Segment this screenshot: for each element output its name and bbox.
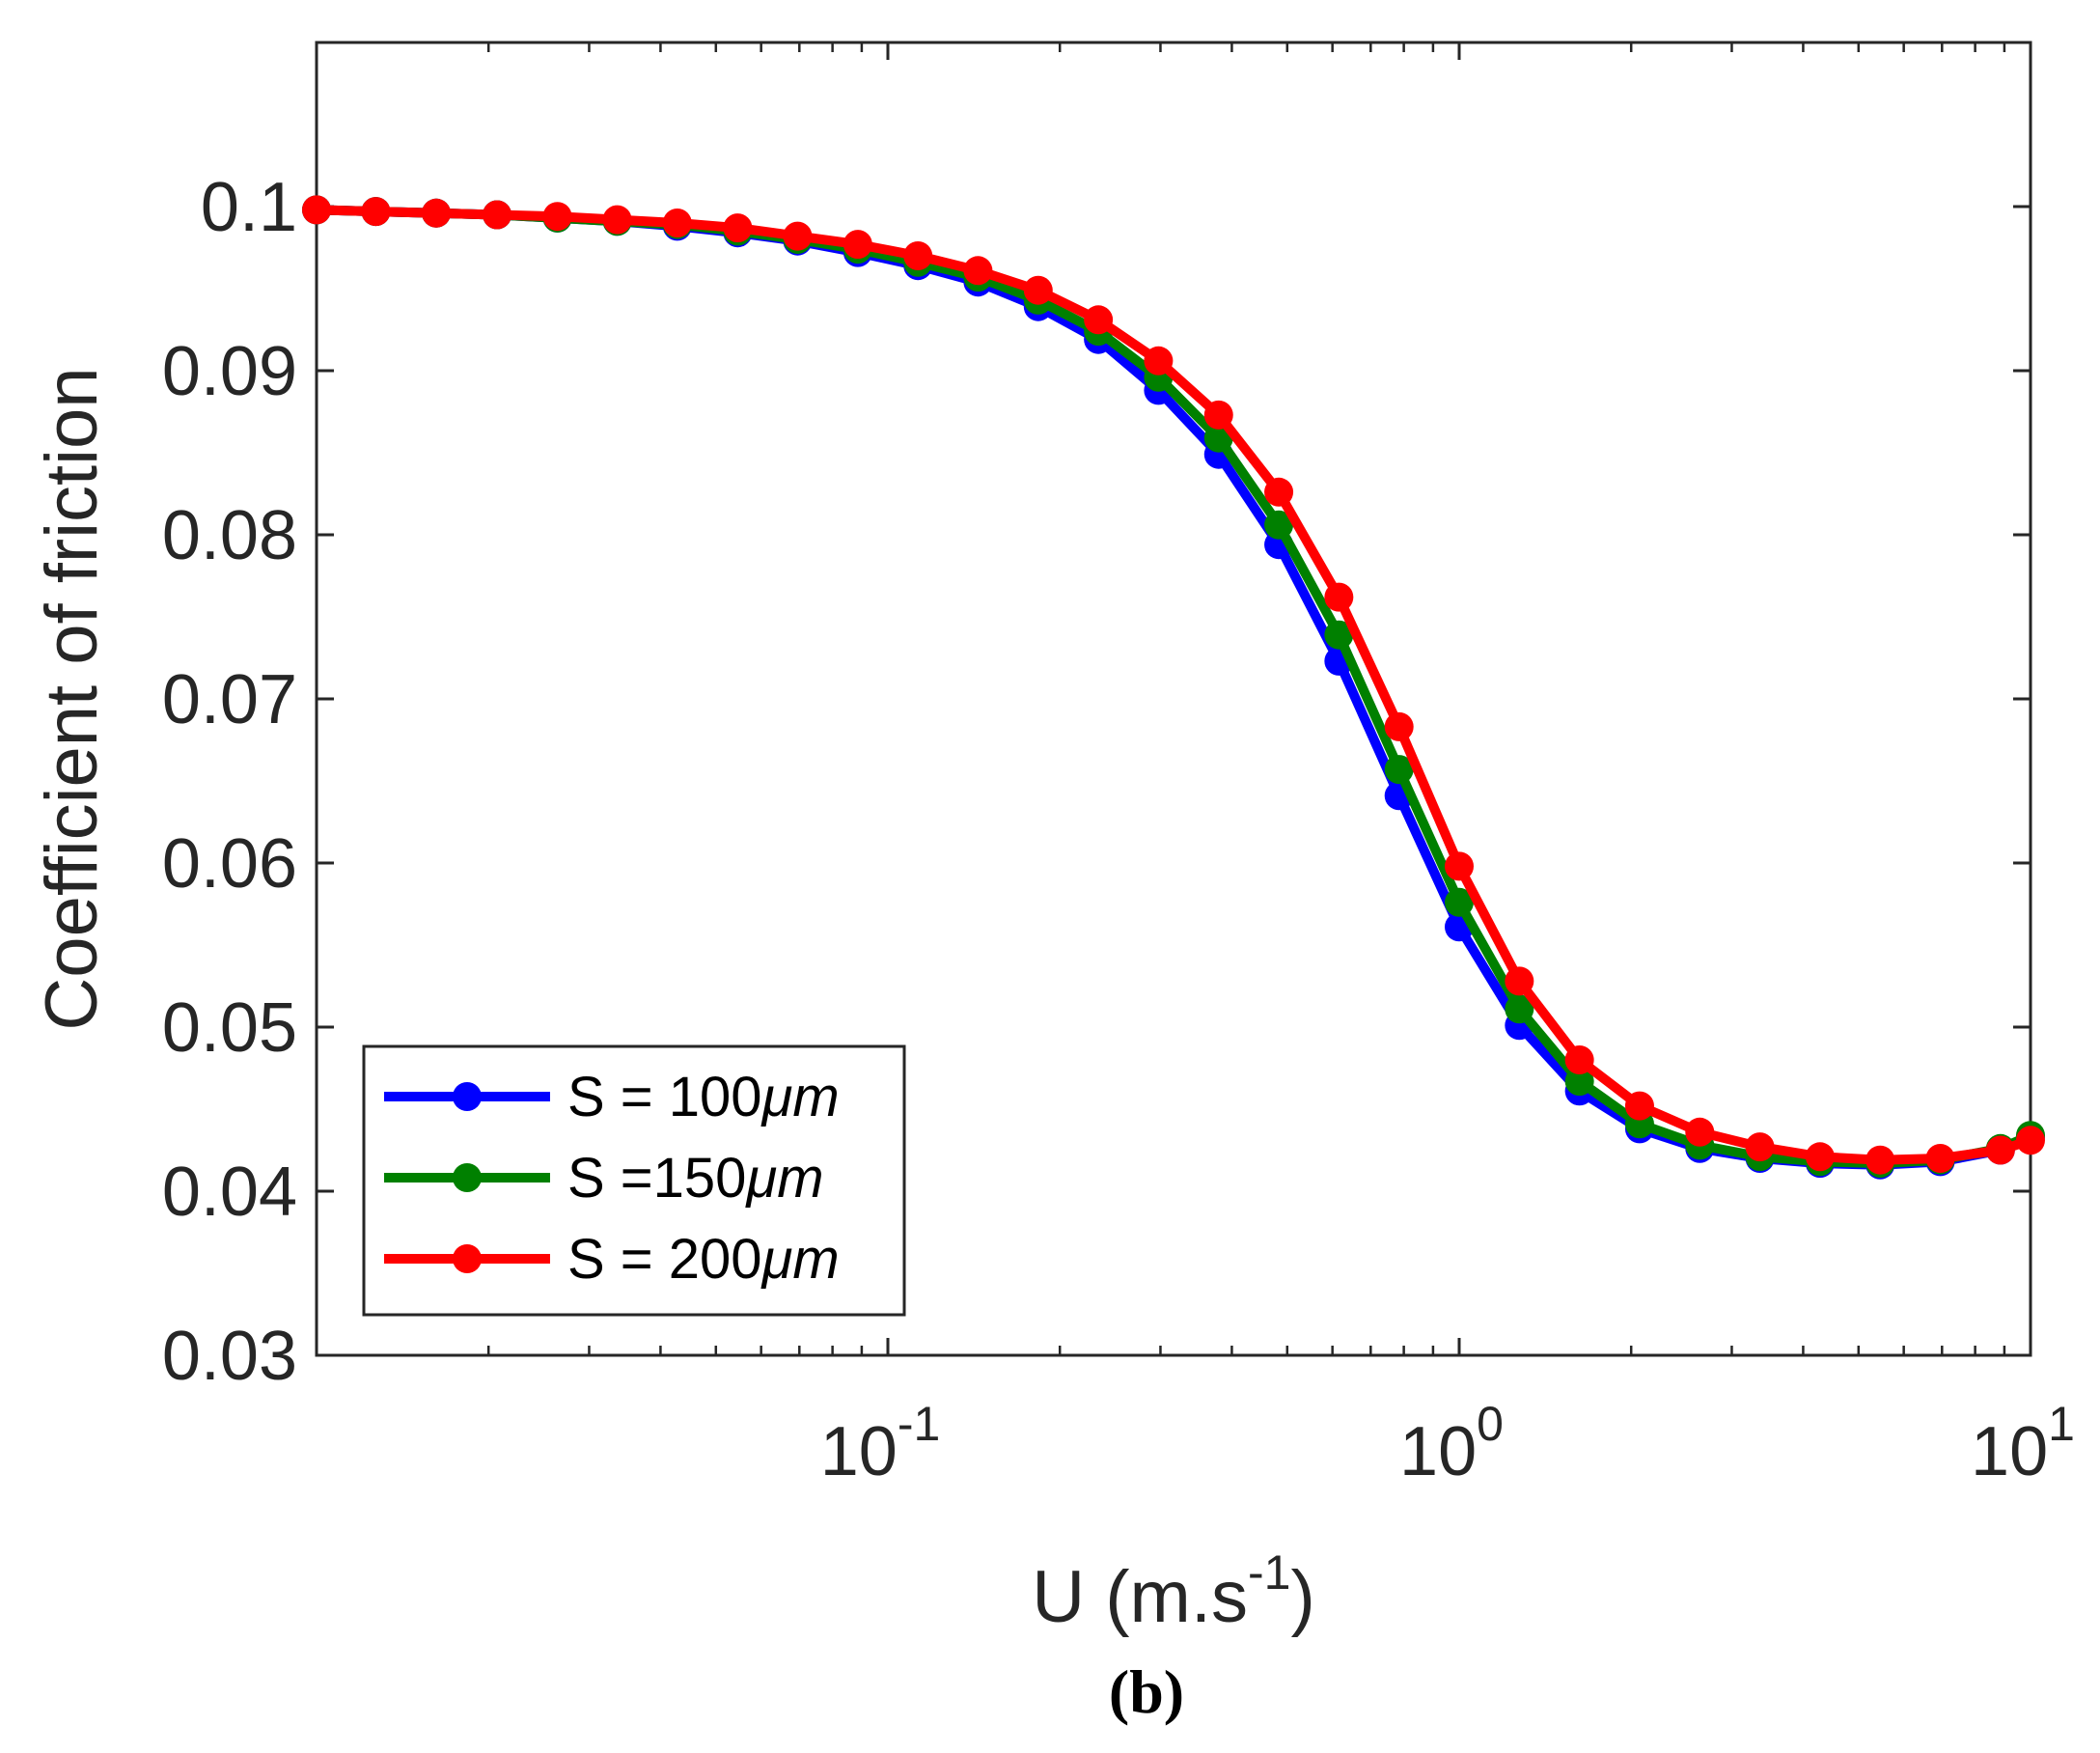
data-point [302,195,331,225]
legend-label: S = 200μm [567,1228,840,1291]
legend-label: S = 100μm [567,1066,840,1128]
x-tick-exponent: 0 [1477,1397,1504,1451]
y-tick-label: 0.06 [162,825,297,903]
data-point [2016,1126,2045,1155]
data-point [1564,1045,1594,1074]
axis-ticks: 0.030.040.050.060.070.080.090.110-1 100 10… [162,42,2075,1490]
legend-label: S =150μm [567,1147,824,1210]
data-point [1865,1145,1895,1175]
x-tick-label: 100 [1399,1397,1504,1490]
series-s200 [302,195,2045,1175]
data-point [1264,477,1294,507]
series-layer [302,195,2045,1180]
x-tick-base: 10 [1399,1413,1477,1490]
data-point [903,241,933,270]
data-point [1624,1091,1654,1121]
x-tick-label: 10-1 [820,1397,941,1490]
data-point [662,209,692,237]
data-point [1384,755,1414,785]
legend-series-name: S = 200 [567,1228,762,1291]
data-point [542,202,572,232]
x-tick-base: 10 [1971,1413,2048,1490]
figure-caption: (b) [1109,1657,1184,1726]
data-point [1505,966,1534,996]
legend-unit: μm [744,1147,823,1210]
legend-item: S =150μm [384,1147,824,1210]
data-point [963,256,993,286]
y-tick-label: 0.08 [162,497,297,574]
data-point [483,200,512,230]
data-point [1324,582,1354,612]
legend-swatch-marker [453,1244,482,1273]
data-point [1805,1142,1835,1172]
y-tick-label: 0.1 [201,169,297,246]
data-point [783,221,813,251]
data-point [1685,1117,1715,1147]
legend-series-name: S =150 [567,1147,746,1210]
legend-swatch-marker [453,1163,482,1192]
x-tick-exponent: -1 [898,1397,940,1451]
data-point [843,230,872,260]
data-point [1203,400,1233,430]
data-point [1084,305,1114,335]
data-point [1564,1067,1594,1097]
y-tick-label: 0.05 [162,989,297,1067]
legend-item: S = 200μm [384,1228,840,1291]
data-point [1505,994,1534,1024]
data-point [1985,1135,2015,1165]
x-tick-label: 101 [1971,1397,2075,1490]
legend-series-name: S = 100 [567,1066,762,1128]
data-point [723,213,753,243]
data-point [422,198,452,228]
legend-swatch-marker [453,1082,482,1111]
data-point [1144,346,1174,376]
data-point [1023,275,1053,305]
legend-unit: μm [760,1228,840,1291]
data-point [1324,620,1354,650]
y-tick-label: 0.09 [162,333,297,410]
data-point [1745,1132,1775,1162]
legend-unit: μm [760,1066,840,1128]
data-point [602,205,632,235]
x-tick-base: 10 [820,1413,898,1490]
x-tick-exponent: 1 [2048,1397,2075,1451]
data-point [1264,510,1294,540]
y-tick-label: 0.07 [162,661,297,738]
data-point [1925,1144,1955,1173]
data-point [1445,887,1474,917]
x-axis-label-main: U (m.s [1032,1556,1248,1638]
data-point [1384,711,1414,741]
x-axis-label-close: ) [1290,1556,1314,1638]
x-axis-label: U (m.s-1) [1032,1545,1315,1638]
y-tick-label: 0.03 [162,1318,297,1395]
y-tick-label: 0.04 [162,1154,297,1231]
data-point [1445,851,1474,881]
legend-item: S = 100μm [384,1066,840,1128]
x-axis-label-exponent: -1 [1248,1545,1290,1600]
data-point [361,197,391,227]
y-axis-label: Coefficient of friction [31,367,113,1030]
